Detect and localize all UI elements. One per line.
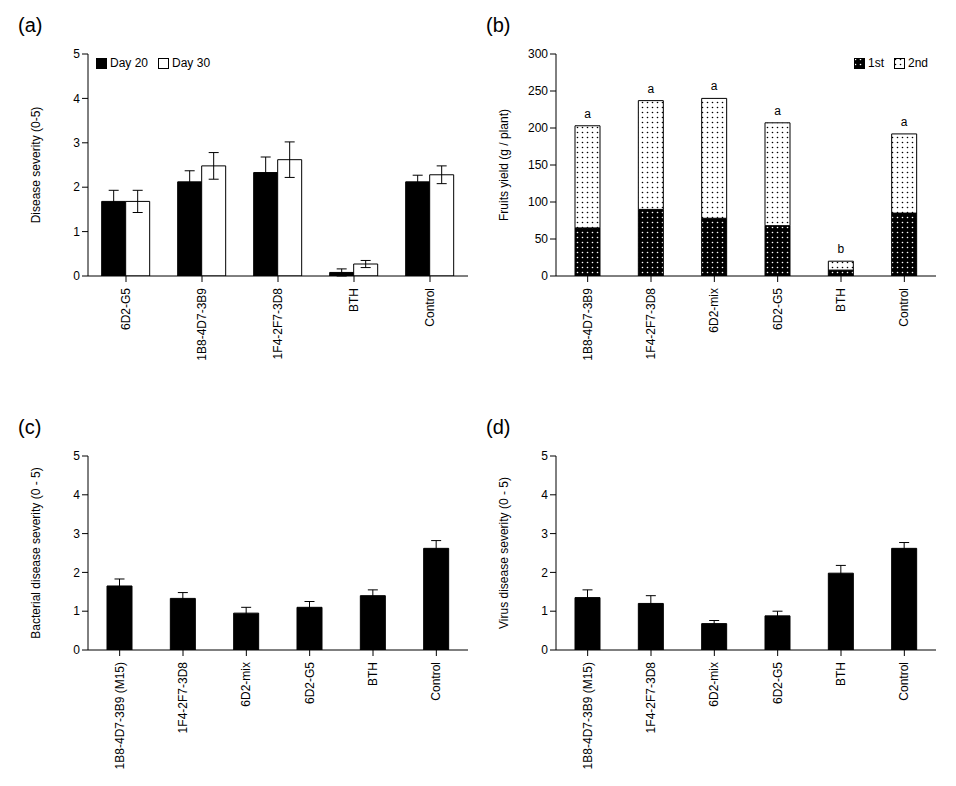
svg-text:1: 1 <box>73 225 80 239</box>
html-text:1st: 1st <box>868 56 884 70</box>
svg-text:4: 4 <box>541 488 548 502</box>
html-text:2nd: 2nd <box>908 56 928 70</box>
svg-text:1B8-4D7-3B9 (M15): 1B8-4D7-3B9 (M15) <box>581 662 595 769</box>
svg-text:250: 250 <box>528 84 548 98</box>
svg-text:6D2-G5: 6D2-G5 <box>771 288 785 330</box>
html-text:Day 30: Day 30 <box>172 56 211 70</box>
svg-text:Control: Control <box>429 662 443 701</box>
svg-text:100: 100 <box>528 195 548 209</box>
html-text:(c): (c) <box>18 416 42 438</box>
svg-text:2: 2 <box>73 566 80 580</box>
svg-text:5: 5 <box>73 47 80 61</box>
svg-text:0: 0 <box>541 643 548 657</box>
svg-text:Control: Control <box>897 662 911 701</box>
svg-text:a: a <box>774 104 781 118</box>
svg-text:6D2-mix: 6D2-mix <box>707 288 721 333</box>
svg-text:6D2-G5: 6D2-G5 <box>119 288 133 330</box>
svg-text:3: 3 <box>73 527 80 541</box>
html-text:(a): (a) <box>18 14 43 36</box>
svg-text:3: 3 <box>541 527 548 541</box>
html-text:Day 20: Day 20 <box>110 56 148 70</box>
svg-text:3: 3 <box>73 136 80 150</box>
svg-text:b: b <box>837 242 844 256</box>
svg-text:1B8-4D7-3B9: 1B8-4D7-3B9 <box>195 288 209 361</box>
svg-text:Fruits yield (g / plant): Fruits yield (g / plant) <box>497 109 511 221</box>
svg-text:BTH: BTH <box>834 662 848 686</box>
svg-text:0: 0 <box>541 269 548 283</box>
svg-text:Virus disease severity (0 - 5): Virus disease severity (0 - 5) <box>497 477 511 629</box>
svg-text:6D2-mix: 6D2-mix <box>239 662 253 707</box>
svg-text:BTH: BTH <box>366 662 380 686</box>
svg-text:1F4-2F7-3D8: 1F4-2F7-3D8 <box>644 288 658 360</box>
svg-text:300: 300 <box>528 47 548 61</box>
svg-text:BTH: BTH <box>347 288 361 312</box>
svg-text:1F4-2F7-3D8: 1F4-2F7-3D8 <box>176 662 190 734</box>
svg-text:6D2-mix: 6D2-mix <box>707 662 721 707</box>
svg-text:1: 1 <box>541 604 548 618</box>
svg-text:a: a <box>584 107 591 121</box>
svg-text:0: 0 <box>73 269 80 283</box>
svg-text:200: 200 <box>528 121 548 135</box>
svg-text:6D2-G5: 6D2-G5 <box>303 662 317 704</box>
svg-text:1F4-2F7-3D8: 1F4-2F7-3D8 <box>644 662 658 734</box>
svg-text:2: 2 <box>73 180 80 194</box>
svg-text:a: a <box>901 115 908 129</box>
svg-text:Bacterial disease severity (0: Bacterial disease severity (0 - 5) <box>29 467 43 638</box>
svg-text:2: 2 <box>541 566 548 580</box>
svg-text:150: 150 <box>528 158 548 172</box>
svg-text:5: 5 <box>541 449 548 463</box>
svg-text:1B8-4D7-3B9 (M15): 1B8-4D7-3B9 (M15) <box>113 662 127 769</box>
svg-text:4: 4 <box>73 92 80 106</box>
svg-text:Control: Control <box>423 288 437 327</box>
svg-text:1F4-2F7-3D8: 1F4-2F7-3D8 <box>271 288 285 360</box>
svg-text:a: a <box>647 82 654 96</box>
html-text:(b): (b) <box>486 14 511 36</box>
svg-text:Control: Control <box>897 288 911 327</box>
svg-text:4: 4 <box>73 488 80 502</box>
svg-text:Disease severity (0-5): Disease severity (0-5) <box>29 107 43 224</box>
svg-text:1B8-4D7-3B9: 1B8-4D7-3B9 <box>581 288 595 361</box>
svg-text:0: 0 <box>73 643 80 657</box>
svg-text:6D2-G5: 6D2-G5 <box>771 662 785 704</box>
svg-text:5: 5 <box>73 449 80 463</box>
svg-text:a: a <box>711 79 718 93</box>
svg-text:1: 1 <box>73 604 80 618</box>
svg-text:50: 50 <box>535 232 549 246</box>
svg-text:BTH: BTH <box>834 288 848 312</box>
html-text:(d): (d) <box>486 416 511 438</box>
